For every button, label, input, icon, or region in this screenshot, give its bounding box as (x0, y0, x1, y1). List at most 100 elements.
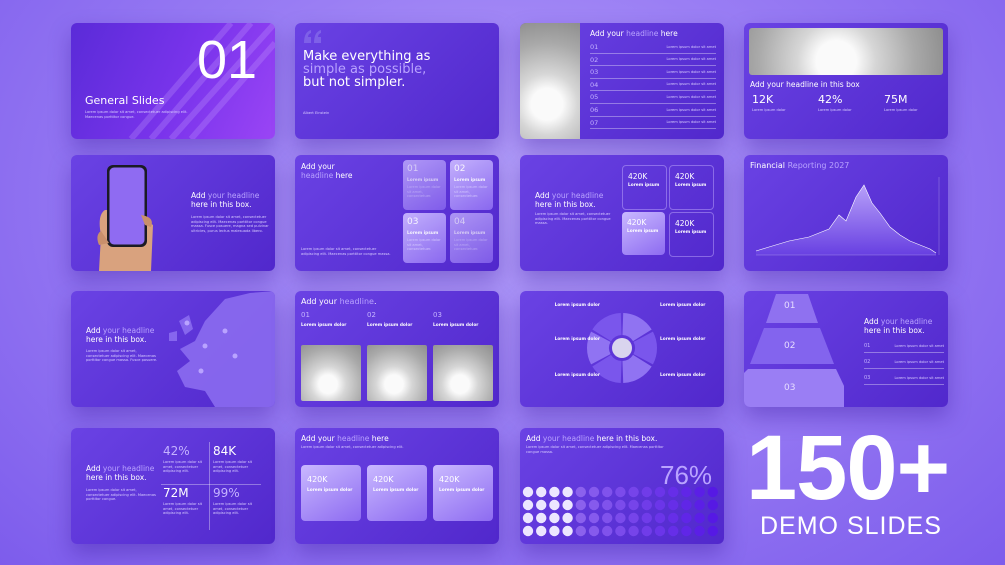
row-text: Lorem ipsum dolor sit amet (666, 107, 716, 112)
headline-part: your headline (542, 434, 595, 443)
dot (615, 486, 626, 498)
text: Lorem ipsum dolor sit amet, consectetuer… (535, 212, 611, 226)
hand-phone (97, 165, 153, 271)
row-line (590, 65, 716, 67)
dot (641, 486, 652, 498)
row-line (864, 352, 944, 353)
text: but not simpler. (303, 75, 406, 90)
box-number: 04 (454, 217, 466, 227)
slide-metrics: Add your headline here in this box. Lore… (71, 428, 275, 544)
row-number: 02 (590, 55, 599, 64)
shape (184, 320, 238, 374)
dot (536, 525, 547, 537)
tier-number: 02 (784, 341, 796, 351)
headline-part: your headline (207, 191, 260, 200)
headline-part: here in this box. (191, 200, 252, 209)
shape (766, 294, 818, 323)
col-number: 03 (433, 311, 442, 319)
image (433, 345, 493, 401)
headline-part: Add (526, 434, 543, 443)
row-text: Lorem ipsum dolor sit amet (894, 376, 944, 380)
dot (628, 499, 639, 511)
dot (668, 525, 679, 537)
pyramid (744, 294, 844, 407)
shape (128, 23, 275, 139)
dot (615, 512, 626, 524)
dot (694, 486, 705, 498)
box-body: Lorem ipsum dolor sit amet, consectetuer… (407, 185, 441, 199)
shape (209, 442, 210, 530)
stat-label: Lorem ipsum dolor sit amet, consectetuer… (163, 460, 203, 474)
box: 420K Lorem ipsum (622, 165, 667, 210)
dot (641, 512, 652, 524)
row-number: 07 (590, 118, 599, 127)
box-value: 420K (675, 172, 695, 181)
box-number: 02 (454, 164, 466, 174)
shape: Add your headline here in this box. (526, 434, 657, 443)
row-line (590, 90, 716, 92)
stat-value: 84K (213, 444, 237, 458)
slide-map: Add your headline here in this box. Lore… (71, 291, 275, 407)
stat-label: Lorem ipsum dolor (752, 108, 786, 112)
box: 420K Lorem ipsum (622, 212, 665, 255)
dot (549, 486, 560, 498)
text: General Slides (85, 94, 165, 107)
dot (707, 499, 718, 511)
headline-part: Add your (301, 162, 335, 171)
shape: Add your headline here (301, 434, 389, 443)
shape (161, 484, 261, 485)
shape: 42% Lorem ipsum dolor sit amet, consectet… (71, 428, 275, 544)
shape: Add your headline here in this box. (86, 326, 166, 344)
slide-stats: Add your headline in this box 12K Lorem i… (744, 23, 948, 139)
stat-label: Lorem ipsum dolor sit amet, consectetuer… (213, 460, 253, 474)
shape (169, 315, 193, 341)
headline-part: Add (864, 317, 881, 326)
text: Make everything as (303, 49, 431, 64)
headline-part: headline (337, 434, 370, 443)
donut-label: Lorem ipsum dolor (660, 373, 706, 378)
box-value: 420K (627, 218, 647, 227)
text: Lorem ipsum dolor sit amet, consectetuer… (86, 349, 158, 363)
map (169, 291, 275, 407)
shape (109, 167, 145, 245)
text: Lorem ipsum dolor sit amet, consectetuer… (526, 445, 664, 454)
text: Lorem ipsum dolor sit amet, consectetuer… (85, 110, 188, 119)
image (749, 28, 943, 75)
shape: Lorem ipsum dolor Lorem ipsum dolor Lorem … (520, 291, 724, 407)
stat-value: 42% (818, 93, 843, 106)
row-text: Lorem ipsum dolor sit amet (894, 344, 944, 348)
dot (575, 499, 586, 511)
dot (562, 512, 573, 524)
dot-grid (522, 486, 718, 537)
dot (588, 486, 600, 498)
dot (694, 512, 705, 524)
dot (681, 499, 692, 511)
image (520, 23, 580, 139)
dot (628, 512, 639, 524)
headline-part: Add (86, 464, 103, 473)
headline-part: Financial (750, 161, 788, 170)
dot (707, 486, 718, 498)
donut-label: Lorem ipsum dolor (554, 303, 600, 308)
box-value: 420K (373, 475, 394, 484)
box-value: 420K (675, 219, 695, 228)
box-label: Lorem ipsum (627, 229, 659, 234)
box: 02 Lorem ipsum Lorem ipsum dolor sit amet,… (450, 160, 493, 210)
segment (592, 354, 622, 383)
shape: 01 Lorem ipsum dolor sit amet 02 Lorem ipsu… (864, 343, 944, 403)
shape (756, 185, 936, 255)
row-number: 04 (590, 80, 599, 89)
row-text: Lorem ipsum dolor sit amet (894, 360, 944, 364)
dot (562, 499, 573, 511)
dot (681, 512, 692, 524)
headline-part: your headline (551, 191, 604, 200)
box: 420K Lorem ipsum (669, 165, 714, 210)
shape (750, 328, 834, 364)
dot (668, 486, 679, 498)
shape (744, 369, 844, 407)
dot (602, 499, 613, 511)
stat-value: 42% (163, 444, 190, 458)
text: Lorem ipsum dolor sit amet, consectetuer… (191, 215, 269, 233)
donut-label: Lorem ipsum dolor (554, 337, 600, 342)
headline-part: here in this box. (86, 473, 147, 482)
